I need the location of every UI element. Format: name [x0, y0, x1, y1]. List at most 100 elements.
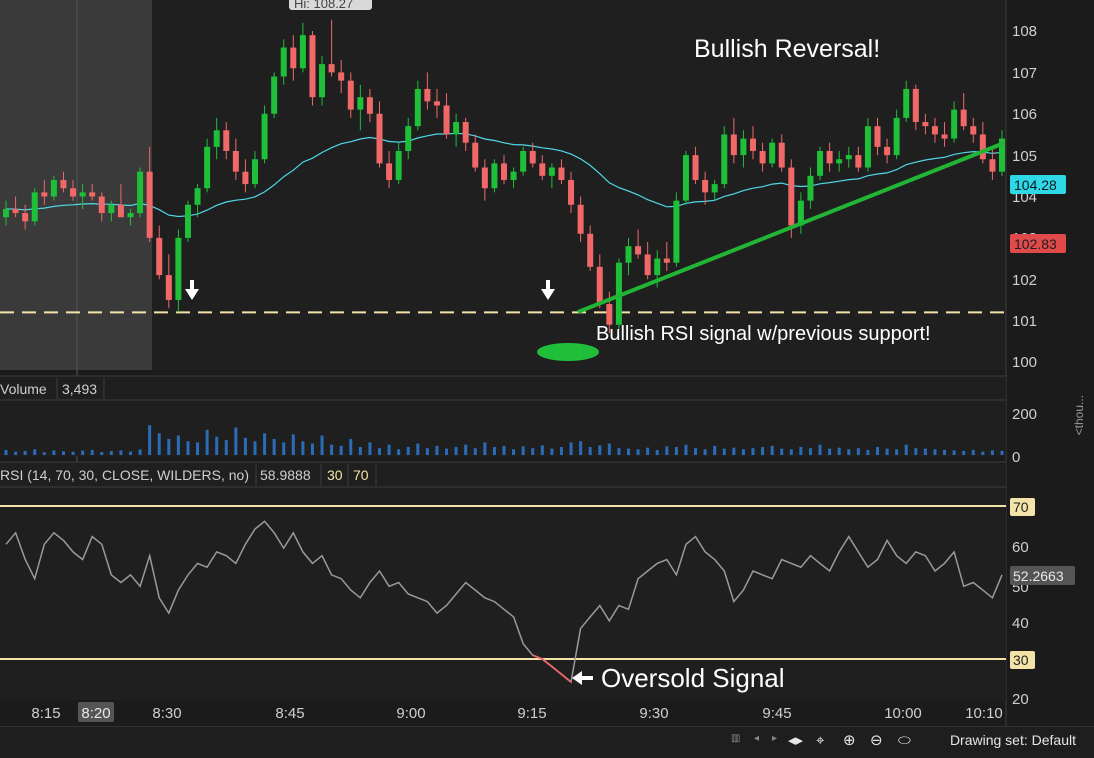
- volume-bar: [952, 450, 956, 455]
- highlighted-time-badge: [78, 702, 114, 722]
- volume-bar: [435, 445, 439, 455]
- candle-down: [663, 258, 670, 263]
- volume-bar: [310, 443, 314, 455]
- candle-up: [951, 109, 958, 139]
- candle-down: [290, 47, 297, 69]
- volume-bar: [234, 427, 238, 455]
- candle-down: [22, 213, 29, 222]
- volume-bar: [71, 451, 75, 455]
- candle-up: [520, 150, 527, 172]
- candle-down: [156, 237, 163, 276]
- volume-bar: [148, 425, 152, 455]
- volume-bar: [272, 438, 276, 455]
- candle-up: [769, 142, 776, 164]
- zoom-out-icon[interactable]: ⊖: [870, 731, 883, 749]
- candle-down: [778, 142, 785, 168]
- hi-label-box: [289, 0, 372, 10]
- rsi-value-badge: [1010, 566, 1075, 585]
- volume-bar: [90, 449, 94, 455]
- rsi-line: [5, 520, 1003, 684]
- volume-bar: [23, 450, 27, 455]
- candle-up: [357, 97, 364, 110]
- volume-bar: [14, 451, 18, 455]
- price-tick: 107: [1012, 65, 1037, 82]
- volume-bar: [885, 448, 889, 455]
- time-tick: 9:15: [517, 705, 546, 722]
- volume-bar: [33, 449, 37, 455]
- volume-unit-label: <thou...: [1072, 395, 1086, 436]
- volume-bar: [818, 444, 822, 455]
- candle-up: [194, 188, 201, 205]
- candle-down: [759, 150, 766, 164]
- volume-bar: [215, 436, 219, 455]
- price-tick: 102: [1012, 272, 1037, 289]
- volume-bar: [397, 449, 401, 455]
- volume-bar: [425, 448, 429, 455]
- candle-down: [117, 204, 124, 218]
- signal-ellipse-marker: [537, 343, 599, 361]
- scroll-right-icon[interactable]: ▸: [772, 733, 778, 744]
- rsi-tick: 30: [1013, 652, 1029, 668]
- volume-bar: [61, 451, 65, 455]
- volume-bar: [780, 448, 784, 455]
- crosshair-icon[interactable]: ⌖: [816, 731, 825, 749]
- candle-down: [577, 204, 584, 234]
- candle-down: [386, 163, 393, 180]
- volume-bar: [1000, 450, 1004, 455]
- candle-down: [309, 35, 316, 98]
- candle-down: [472, 142, 479, 168]
- ma-badge-text: 104.28: [1014, 177, 1057, 193]
- volume-bar: [722, 448, 726, 455]
- candle-up: [740, 138, 747, 156]
- scroll-handle-icon[interactable]: ▥: [731, 733, 741, 744]
- candle-up: [175, 237, 182, 300]
- volume-bar: [483, 442, 487, 455]
- volume-bar: [492, 446, 496, 455]
- volume-bar: [129, 451, 132, 455]
- rsi-level-label: 30: [327, 467, 343, 483]
- volume-bar: [81, 450, 85, 455]
- volume-bar: [856, 448, 860, 455]
- volume-bar: [837, 447, 841, 455]
- expand-icon[interactable]: ◂▸: [788, 731, 804, 749]
- rsi-tick: 40: [1012, 615, 1029, 632]
- volume-bar: [607, 443, 611, 455]
- candle-down: [826, 150, 833, 164]
- candle-down: [788, 167, 795, 226]
- candle-down: [558, 167, 565, 180]
- volume-bar: [464, 444, 468, 455]
- annotation-oversold: Oversold Signal: [601, 663, 785, 693]
- drawing-set-selector[interactable]: Drawing set: Default: [949, 732, 1076, 748]
- bottom-toolbar: ▥ ◂ ▸ ◂▸ ⌖ ⊕ ⊖ ⬭ Drawing set: Default: [0, 726, 1094, 758]
- scroll-left-icon[interactable]: ◂: [754, 733, 760, 744]
- volume-bar: [550, 448, 554, 455]
- volume-bar: [368, 442, 372, 455]
- candle-up: [280, 47, 287, 77]
- volume-value: 3,493: [62, 381, 97, 397]
- candle-down: [98, 196, 105, 214]
- volume-bar: [741, 449, 745, 455]
- candle-up: [797, 200, 804, 226]
- candle-up: [491, 163, 498, 189]
- candle-down: [750, 138, 756, 151]
- volume-bar: [770, 445, 774, 455]
- candle-down: [596, 266, 603, 305]
- candle-up: [79, 192, 86, 197]
- volume-bar: [971, 449, 975, 455]
- zoom-in-icon[interactable]: ⊕: [843, 731, 856, 749]
- price-panel-bg: [0, 0, 1006, 370]
- candle-down: [70, 188, 77, 197]
- volume-bar: [119, 450, 123, 455]
- candle-up: [510, 171, 517, 180]
- time-axis: 8:15 8:20 8:30 8:45 9:00 9:15 9:30 9:45 …: [31, 705, 1002, 722]
- candle-up: [127, 213, 134, 218]
- volume-tick: 0: [1012, 449, 1020, 466]
- last-price-badge: [1010, 234, 1066, 253]
- candles-group: [3, 19, 1005, 334]
- volume-bar: [559, 446, 563, 455]
- price-tick: 106: [1012, 106, 1037, 123]
- candle-up: [807, 175, 814, 201]
- ellipse-icon[interactable]: ⬭: [898, 731, 911, 749]
- volume-bar: [330, 444, 334, 455]
